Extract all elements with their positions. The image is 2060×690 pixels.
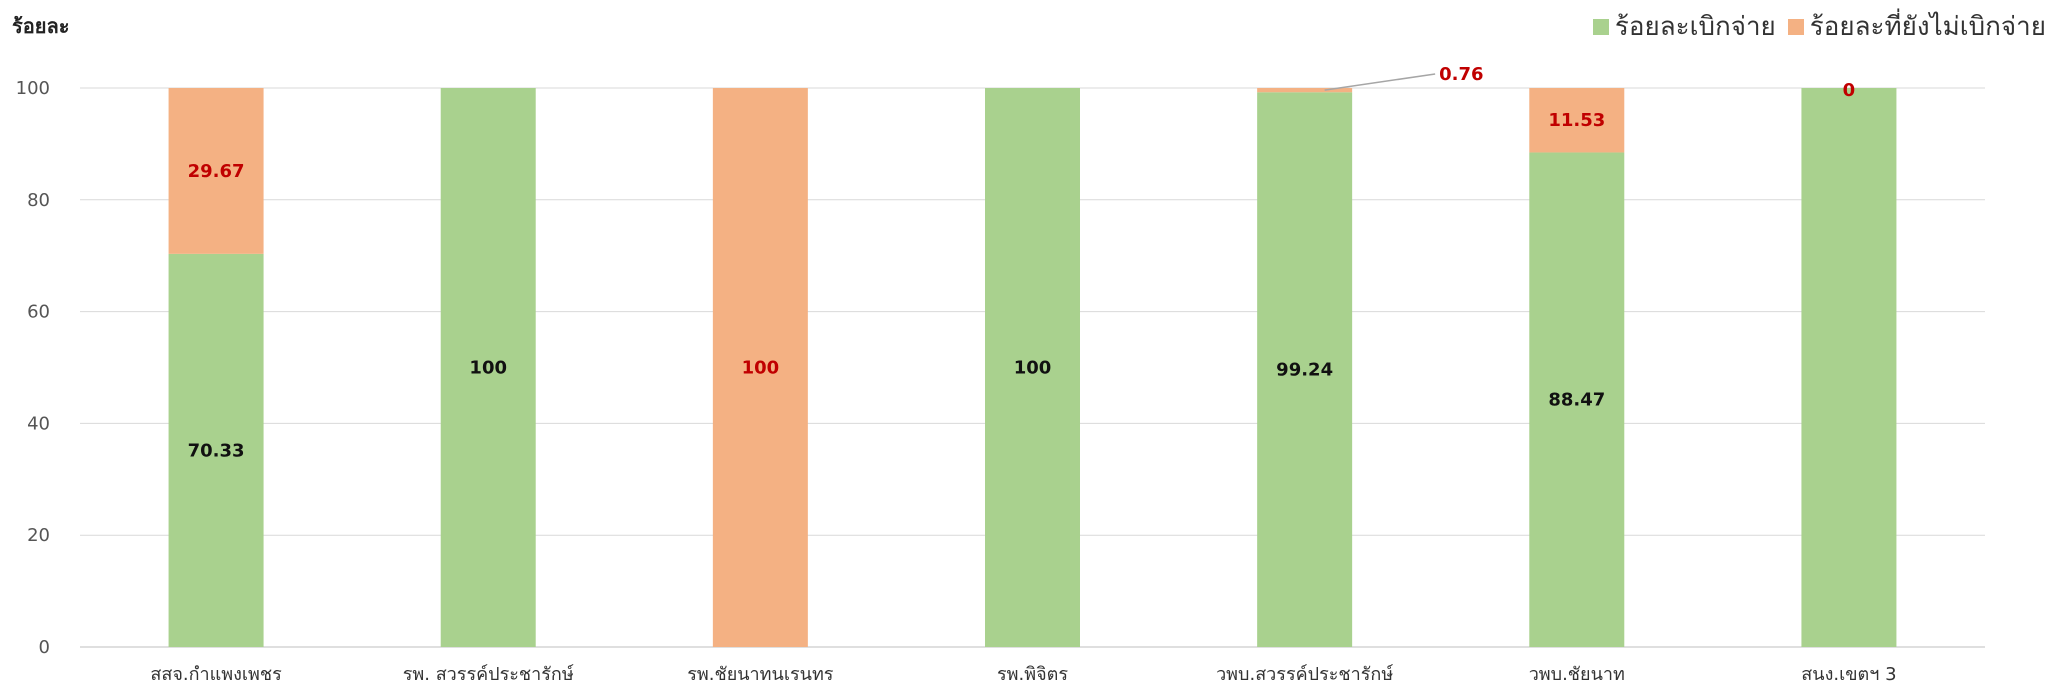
- y-tick-label-60: 60: [27, 302, 50, 323]
- x-tick-label-2: รพ.ชัยนาทนเรนทร: [687, 664, 834, 685]
- y-axis-label: ร้อยละ: [12, 14, 70, 38]
- data-label-disbursed-1: 100: [469, 358, 507, 379]
- x-tick-label-0: สสจ.กำแพงเพชร: [150, 664, 282, 685]
- x-tick-label-4: วพบ.สวรรค์ประชารักษ์: [1216, 664, 1394, 685]
- legend-label-not-disbursed: ร้อยละที่ยังไม่เบิกจ่าย: [1809, 12, 2046, 42]
- data-label-disbursed-4: 99.24: [1276, 360, 1333, 381]
- bar-disbursed-1: [440, 88, 536, 647]
- legend-swatch-not-disbursed: [1787, 18, 1804, 35]
- x-tick-label-3: รพ.พิจิตร: [997, 664, 1068, 685]
- legend-label-disbursed: ร้อยละเบิกจ่าย: [1614, 12, 1776, 42]
- y-tick-label-40: 40: [27, 413, 50, 434]
- bar-disbursed-5: [1529, 152, 1625, 647]
- bar-disbursed-0: [168, 253, 264, 648]
- legend-item-not-disbursed: ร้อยละที่ยังไม่เบิกจ่าย: [1787, 6, 2046, 47]
- y-tick-label-100: 100: [16, 78, 50, 99]
- data-label-not-disbursed-0: 29.67: [188, 161, 245, 182]
- data-label-not-disbursed-4: 0.76: [1439, 64, 1483, 85]
- bar-disbursed-3: [985, 88, 1080, 647]
- data-label-not-disbursed-6: 0: [1843, 80, 1856, 101]
- x-tick-label-5: วพบ.ชัยนาท: [1529, 664, 1625, 685]
- bar-not-disbursed-0: [168, 88, 264, 254]
- bar-not-disbursed-2: [712, 88, 808, 647]
- y-tick-label-80: 80: [27, 190, 50, 211]
- y-tick-label-20: 20: [27, 525, 50, 546]
- bar-not-disbursed-4: [1257, 88, 1353, 93]
- legend-swatch-disbursed: [1592, 18, 1609, 35]
- data-label-disbursed-0: 70.33: [188, 440, 245, 461]
- data-label-not-disbursed-5: 11.53: [1548, 110, 1605, 131]
- legend: ร้อยละเบิกจ่าย ร้อยละที่ยังไม่เบิกจ่าย: [1592, 6, 2046, 47]
- x-tick-label-1: รพ. สวรรค์ประชารักษ์: [403, 664, 574, 685]
- bar-disbursed-4: [1257, 92, 1353, 647]
- legend-item-disbursed: ร้อยละเบิกจ่าย: [1592, 6, 1776, 47]
- data-label-not-disbursed-2: 100: [742, 358, 780, 379]
- leader-line-4: [1324, 73, 1436, 91]
- bar-disbursed-6: [1801, 88, 1897, 647]
- data-label-disbursed-5: 88.47: [1548, 390, 1605, 411]
- data-label-disbursed-3: 100: [1014, 358, 1052, 379]
- bar-not-disbursed-5: [1529, 88, 1625, 153]
- x-tick-label-6: สนง.เขตฯ 3: [1801, 664, 1896, 685]
- y-tick-label-0: 0: [39, 637, 50, 658]
